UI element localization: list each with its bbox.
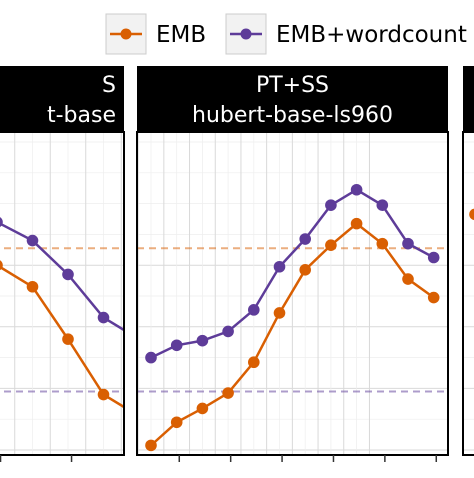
series-0: [469, 208, 474, 221]
series-1: [145, 183, 440, 364]
data-point: [248, 304, 260, 316]
panel-border: [462, 131, 474, 456]
data-point: [222, 325, 234, 338]
data-point: [62, 333, 74, 345]
data-point: [0, 260, 3, 271]
legend-key-point: [240, 28, 252, 40]
data-point: [248, 356, 260, 369]
data-point: [402, 273, 414, 285]
panel-title-line: PT+SS: [256, 73, 329, 98]
panel-title-line: hubert-base-ls960: [192, 103, 393, 128]
data-point: [350, 183, 363, 196]
panel-title-line: t-base: [47, 103, 116, 128]
data-point: [26, 280, 39, 293]
panel-border: [136, 131, 449, 456]
legend-entry-0: EMB: [105, 13, 206, 55]
data-point: [427, 251, 440, 264]
legend: EMB EMB+wordcount: [105, 13, 467, 55]
series-1: [0, 217, 124, 332]
panel-plot-area: [463, 141, 474, 451]
facet-panels: St-base PT+SS hubert-base-ls960: [0, 66, 474, 462]
data-point: [469, 208, 474, 221]
panel-border: [0, 131, 125, 456]
legend-entry-1: EMB+wordcount: [225, 13, 467, 55]
data-point: [376, 237, 389, 250]
data-point: [145, 439, 157, 452]
data-point: [325, 199, 337, 211]
panel-background: [0, 132, 124, 455]
data-point: [273, 307, 286, 319]
data-point: [299, 264, 312, 276]
data-point: [222, 387, 234, 399]
legend-key-point: [120, 28, 132, 40]
data-point: [350, 217, 363, 230]
data-point: [170, 416, 183, 429]
gridlines: [463, 141, 474, 451]
data-point: [26, 234, 39, 247]
data-point: [145, 351, 157, 364]
data-point: [62, 268, 74, 281]
data-point: [97, 311, 110, 324]
panel-plot-area: [137, 132, 448, 455]
panel-title-line: S: [102, 73, 116, 98]
gridlines: [137, 132, 448, 455]
panel-title-strip: [463, 66, 474, 132]
panel-plot-area: [0, 132, 124, 455]
data-point: [299, 233, 312, 245]
data-point: [196, 402, 209, 415]
legend-label: EMB: [156, 22, 206, 48]
data-point: [427, 291, 440, 304]
series-0: [145, 217, 440, 452]
data-point: [402, 237, 414, 250]
panel-1: PT+SS hubert-base-ls960: [136, 66, 449, 462]
panel-title-strip: [137, 66, 448, 132]
data-point: [196, 334, 209, 347]
data-point: [97, 388, 110, 401]
panel-2: [462, 66, 474, 456]
data-point: [376, 199, 389, 211]
data-point: [273, 260, 286, 273]
gridlines: [0, 132, 124, 455]
data-point: [325, 239, 337, 251]
data-point: [170, 339, 183, 352]
series-0: [0, 260, 124, 409]
legend-label: EMB+wordcount: [276, 22, 467, 48]
data-point: [0, 217, 3, 228]
panel-0: St-base: [0, 66, 125, 462]
panel-title-strip: [0, 66, 124, 132]
panel-background: [463, 132, 474, 455]
